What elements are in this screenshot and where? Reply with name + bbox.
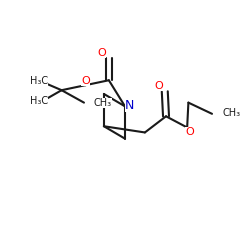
Text: O: O [81,76,90,86]
Text: H₃C: H₃C [30,76,48,86]
Text: CH₃: CH₃ [94,98,112,108]
Text: O: O [154,82,163,92]
Text: O: O [185,127,194,137]
Text: O: O [97,48,106,58]
Text: N: N [125,98,134,112]
Text: H₃C: H₃C [30,96,48,106]
Text: CH₃: CH₃ [222,108,240,118]
